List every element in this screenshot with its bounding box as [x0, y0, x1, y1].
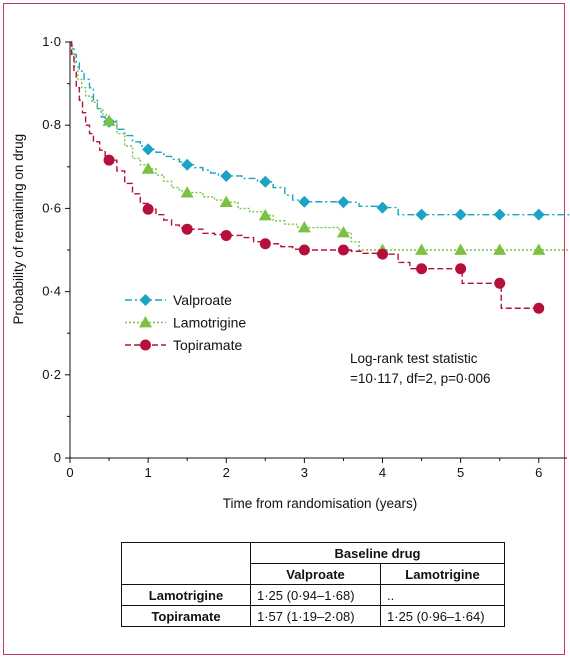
legend-entry-topiramate: Topiramate: [125, 337, 242, 353]
x-tick-label: 5: [457, 465, 464, 480]
chart-axes: 0 1 2 3 4 5 6 0 0·2 0·4 0·6 0·8 1·0 Time from randomi…: [11, 34, 567, 511]
data-point-topiramate: [337, 244, 349, 256]
row-label-topiramate: Topiramate: [121, 605, 251, 627]
table-cell: ..: [380, 584, 505, 606]
data-point-valproate: [376, 201, 389, 214]
table-cell: 1·25 (0·94–1·68): [250, 584, 381, 606]
legend-label: Valproate: [173, 292, 232, 308]
series-valproate: [70, 41, 570, 221]
row-label-lamotrigine: Lamotrigine: [121, 584, 251, 606]
data-point-valproate: [454, 208, 467, 221]
column-header-lamotrigine: Lamotrigine: [380, 563, 505, 585]
y-tick-label: 1·0: [42, 34, 61, 49]
logrank-annotation-line2: =10·117, df=2, p=0·006: [350, 371, 491, 386]
series-line-topiramate: [70, 41, 539, 309]
y-tick-label: 0·2: [42, 367, 61, 382]
comparison-table: Baseline drug Valproate Lamotrigine Lamo…: [121, 542, 505, 627]
legend-marker: [140, 339, 151, 351]
legend-entry-lamotrigine: Lamotrigine: [125, 315, 246, 331]
data-point-valproate: [415, 208, 428, 221]
x-tick-label: 2: [223, 465, 230, 480]
x-axis-title: Time from randomisation (years): [223, 496, 418, 511]
table-caption: Baseline drug: [250, 542, 505, 564]
data-point-valproate: [181, 158, 194, 171]
legend-label: Lamotrigine: [173, 315, 246, 331]
legend-marker: [139, 316, 152, 328]
y-tick-label: 0·6: [42, 200, 61, 215]
data-point-lamotrigine: [532, 243, 546, 255]
series-lamotrigine: [70, 41, 570, 255]
data-point-valproate: [298, 195, 311, 208]
data-point-lamotrigine: [219, 195, 233, 208]
table-caption-row: Baseline drug: [121, 542, 505, 585]
x-tick-label: 3: [301, 465, 308, 480]
table-row: Lamotrigine 1·25 (0·94–1·68) ..: [121, 584, 505, 606]
figure-frame: [3, 3, 565, 655]
table-header-row: Valproate Lamotrigine: [122, 563, 505, 585]
y-axis-title: Probability of remaining on drug: [11, 134, 26, 325]
data-point-valproate: [220, 169, 233, 182]
data-point-valproate: [142, 143, 155, 156]
data-point-lamotrigine: [102, 114, 116, 126]
series-line-valproate: [70, 41, 570, 216]
data-point-valproate: [259, 175, 272, 188]
data-point-lamotrigine: [454, 243, 468, 255]
chart-legend: Valproate Lamotrigine Topiramate: [125, 292, 246, 353]
data-point-topiramate: [455, 263, 467, 275]
data-point-topiramate: [377, 248, 388, 260]
series-topiramate: [70, 41, 545, 314]
data-point-topiramate: [416, 263, 428, 275]
legend-label: Topiramate: [173, 337, 242, 353]
x-tick-label: 6: [535, 465, 542, 480]
legend-marker: [139, 294, 152, 306]
data-point-topiramate: [181, 223, 193, 235]
data-point-lamotrigine: [141, 162, 155, 174]
data-point-topiramate: [220, 229, 232, 241]
data-point-valproate: [532, 208, 545, 221]
series-line-lamotrigine: [70, 41, 570, 251]
data-point-topiramate: [103, 154, 115, 166]
data-point-lamotrigine: [336, 226, 350, 238]
data-point-lamotrigine: [297, 221, 311, 233]
y-tick-label: 0·8: [42, 117, 61, 132]
table-row: Topiramate 1·57 (1·19–2·08) 1·25 (0·96–1…: [121, 605, 505, 627]
x-tick-label: 4: [379, 465, 386, 480]
data-point-valproate: [493, 208, 506, 221]
data-point-topiramate: [259, 238, 271, 250]
x-tick-label: 1: [145, 465, 152, 480]
data-point-topiramate: [494, 277, 506, 289]
legend-entry-valproate: Valproate: [125, 292, 232, 308]
x-tick-label: 0: [66, 465, 73, 480]
data-point-lamotrigine: [258, 208, 272, 221]
chart-series: [70, 41, 570, 314]
table-corner-cell: [121, 542, 251, 585]
data-point-topiramate: [533, 302, 545, 314]
data-point-lamotrigine: [180, 186, 194, 198]
column-header-valproate: Valproate: [250, 563, 381, 585]
y-tick-label: 0: [54, 450, 61, 465]
data-point-topiramate: [298, 244, 310, 256]
data-point-valproate: [337, 196, 350, 209]
data-point-lamotrigine: [415, 243, 429, 255]
survival-chart: 0 1 2 3 4 5 6 0 0·2 0·4 0·6 0·8 1·0 Time from randomi…: [11, 34, 570, 511]
data-point-lamotrigine: [493, 243, 507, 255]
logrank-annotation-line1: Log-rank test statistic: [350, 351, 478, 366]
table-cell: 1·25 (0·96–1·64): [380, 605, 505, 627]
y-tick-label: 0·4: [42, 284, 61, 299]
table-cell: 1·57 (1·19–2·08): [250, 605, 381, 627]
data-point-topiramate: [142, 203, 154, 215]
